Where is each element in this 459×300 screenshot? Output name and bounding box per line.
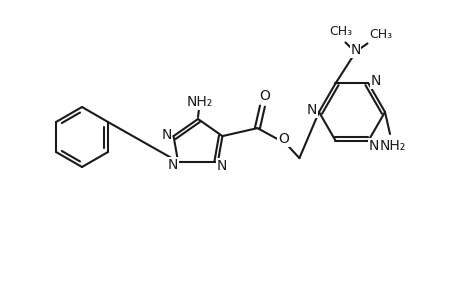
- Text: N: N: [350, 44, 360, 57]
- Text: CH₃: CH₃: [368, 28, 391, 41]
- Text: N: N: [168, 158, 178, 172]
- Text: CH₃: CH₃: [328, 25, 351, 38]
- Text: O: O: [258, 89, 269, 103]
- Text: N: N: [216, 159, 227, 173]
- Text: NH₂: NH₂: [379, 139, 405, 153]
- Text: N: N: [161, 128, 171, 142]
- Text: N: N: [368, 139, 378, 153]
- Text: N: N: [306, 103, 317, 117]
- Text: NH₂: NH₂: [186, 95, 213, 109]
- Text: N: N: [369, 74, 380, 88]
- Text: O: O: [277, 132, 288, 146]
